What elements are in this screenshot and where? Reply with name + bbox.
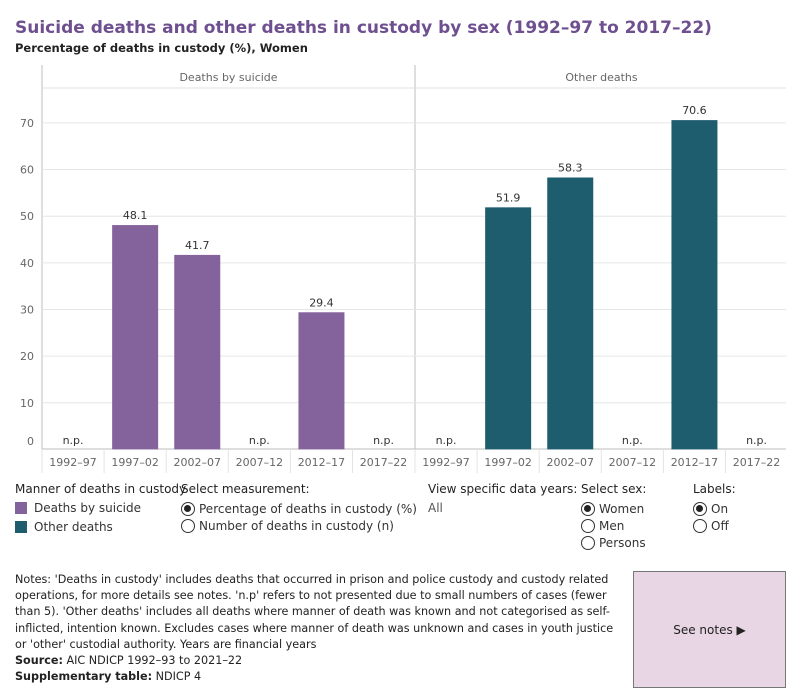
data-label: 48.1 [123, 209, 148, 222]
x-tick-label: 1997–02 [111, 456, 159, 469]
source-label: Source: [15, 654, 63, 668]
y-tick-label: 10 [20, 397, 34, 410]
x-tick-label: 2017–22 [360, 456, 408, 469]
legend-item-other[interactable]: Other deaths [15, 520, 186, 534]
sex-option-women[interactable]: Women [581, 500, 646, 517]
see-notes-label: See notes ▶ [673, 622, 746, 637]
notes-text-paragraph: Notes: 'Deaths in custody' includes deat… [15, 572, 615, 653]
x-tick-label: 2012–17 [671, 456, 719, 469]
sex-title: Select sex: [581, 482, 647, 496]
data-label: 70.6 [682, 104, 707, 117]
source-text: AIC NDICP 1992–93 to 2021–22 [66, 654, 243, 668]
legend-label-suicide: Deaths by suicide [34, 501, 142, 515]
data-label-np: n.p. [622, 434, 643, 447]
bar [298, 312, 345, 450]
data-label-np: n.p. [249, 434, 270, 447]
y-tick-label: 60 [20, 164, 34, 177]
legend-title: Manner of deaths in custody [15, 482, 187, 496]
measurement-option-label: Number of deaths in custody (n) [199, 518, 394, 533]
data-label-np: n.p. [373, 434, 394, 447]
panel-header: Deaths by suicide [179, 71, 277, 84]
radio-unselected-icon[interactable] [581, 535, 595, 550]
data-label-np: n.p. [436, 434, 457, 447]
sex-option-persons[interactable]: Persons [581, 534, 646, 551]
x-tick-label: 2007–12 [609, 456, 657, 469]
data-label: 58.3 [558, 161, 583, 174]
sex-option-men[interactable]: Men [581, 517, 646, 534]
panel-header: Other deaths [565, 71, 638, 84]
y-tick-label: 30 [20, 303, 34, 316]
years-value[interactable]: All [428, 501, 443, 515]
x-tick-label: 2017–22 [733, 456, 781, 469]
x-tick-label: 2002–07 [547, 456, 595, 469]
data-label-np: n.p. [746, 434, 767, 447]
bar [485, 207, 532, 450]
bar-chart: 0 10 20 30 40 50 60 70 Deaths by suicide n.p. 1992… [20, 65, 786, 473]
x-tick-label: 2007–12 [236, 456, 284, 469]
legend-item-suicide[interactable]: Deaths by suicide [15, 501, 186, 515]
bar [174, 254, 221, 450]
notes-block: Notes: 'Deaths in custody' includes deat… [15, 572, 615, 685]
x-tick-label: 1997–02 [484, 456, 532, 469]
bar [112, 225, 159, 450]
bar [671, 120, 718, 450]
y-tick-label: 20 [20, 350, 34, 363]
source-line: Source: AIC NDICP 1992–93 to 2021–22 [15, 653, 615, 669]
legend-swatch-other [15, 521, 27, 533]
y-tick-label: 0 [27, 435, 34, 448]
y-tick-label: 70 [20, 117, 34, 130]
sex-option-label: Women [599, 501, 645, 516]
measurement-option-label: Percentage of deaths in custody (%) [199, 501, 417, 516]
sex-option-label: Persons [599, 535, 646, 550]
radio-selected-icon[interactable] [181, 501, 195, 516]
labels-option-off[interactable]: Off [693, 517, 736, 534]
see-notes-button[interactable]: See notes ▶ [633, 571, 786, 688]
supplementary-label: Supplementary table: [15, 670, 153, 684]
x-tick-label: 2002–07 [174, 456, 222, 469]
measurement-option-percentage[interactable]: Percentage of deaths in custody (%) [181, 500, 417, 517]
legend: Manner of deaths in custody Deaths by su… [15, 482, 186, 534]
sex-selector: Select sex: Women Men Persons [581, 482, 646, 551]
data-label: 29.4 [309, 296, 334, 309]
x-tick-label: 1992–97 [49, 456, 97, 469]
data-label-np: n.p. [63, 434, 84, 447]
y-tick-label: 40 [20, 257, 34, 270]
labels-option-label: On [711, 501, 729, 516]
chart-subtitle: Percentage of deaths in custody (%), Wom… [15, 41, 308, 55]
radio-unselected-icon[interactable] [693, 518, 707, 533]
legend-label-other: Other deaths [34, 520, 113, 534]
labels-selector: Labels: On Off [693, 482, 736, 534]
sex-option-label: Men [599, 518, 625, 533]
bar [547, 177, 594, 450]
y-tick-label: 50 [20, 210, 34, 223]
radio-selected-icon[interactable] [581, 501, 595, 516]
radio-unselected-icon[interactable] [181, 518, 195, 533]
x-tick-label: 2012–17 [298, 456, 346, 469]
legend-swatch-suicide [15, 502, 27, 514]
chart-title: Suicide deaths and other deaths in custo… [15, 18, 712, 38]
notes-text: 'Deaths in custody' includes deaths that… [15, 573, 614, 651]
radio-selected-icon[interactable] [693, 501, 707, 516]
labels-option-on[interactable]: On [693, 500, 736, 517]
measurement-selector: Select measurement: Percentage of deaths… [181, 482, 417, 534]
data-label: 51.9 [496, 191, 521, 204]
measurement-option-number[interactable]: Number of deaths in custody (n) [181, 517, 417, 534]
years-filter: View specific data years: All [428, 482, 577, 515]
labels-title: Labels: [693, 482, 736, 496]
measurement-title: Select measurement: [181, 482, 310, 496]
labels-option-label: Off [711, 518, 729, 533]
data-label: 41.7 [185, 239, 210, 252]
radio-unselected-icon[interactable] [581, 518, 595, 533]
years-title: View specific data years: [428, 482, 578, 496]
x-tick-label: 1992–97 [422, 456, 470, 469]
supplementary-line: Supplementary table: NDICP 4 [15, 669, 615, 685]
supplementary-text: NDICP 4 [155, 670, 202, 684]
notes-label: Notes: [15, 573, 52, 586]
